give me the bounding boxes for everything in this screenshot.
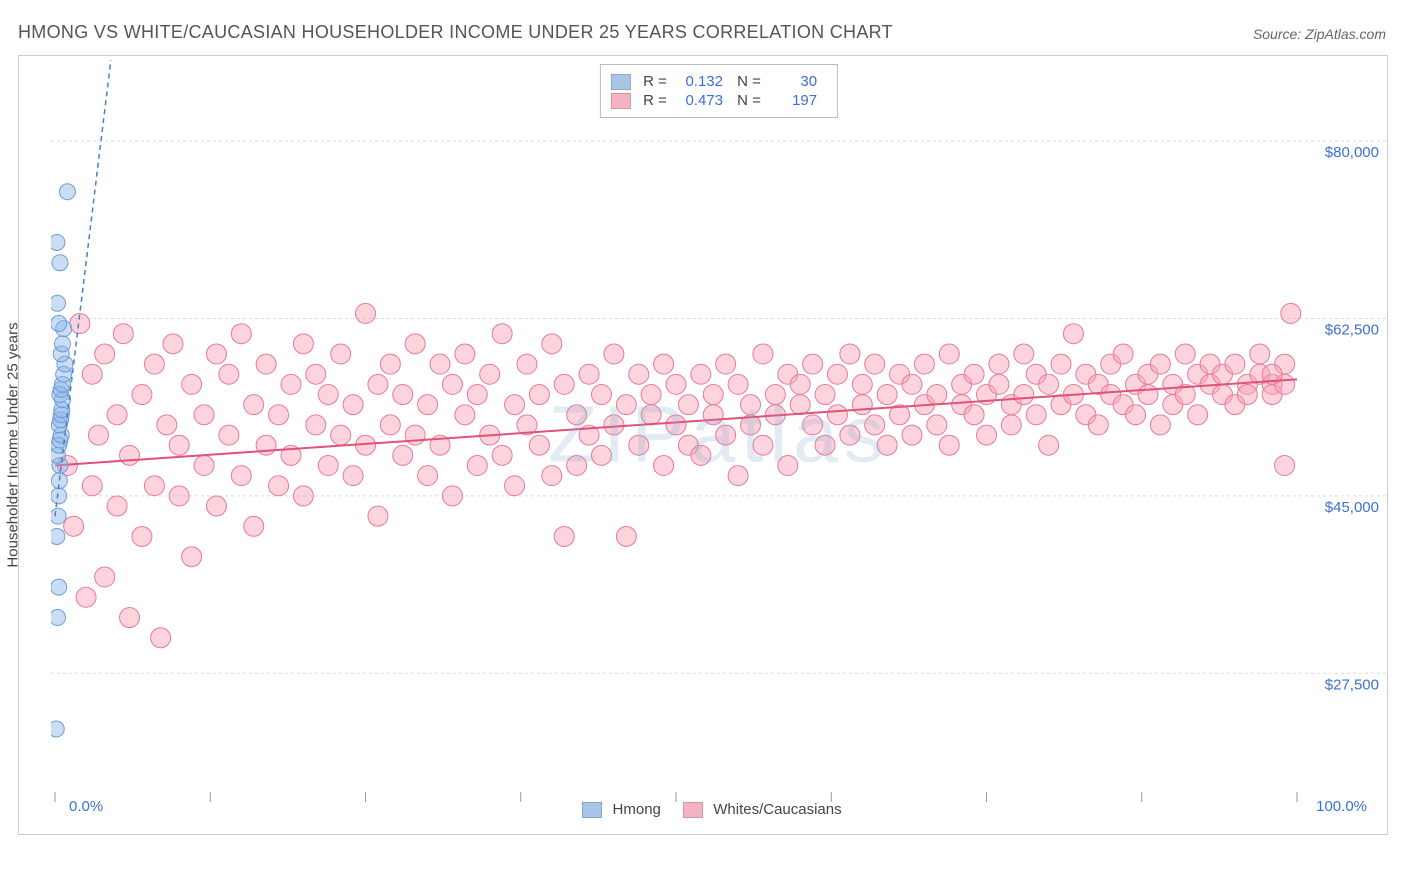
legend-swatch-whites — [683, 802, 703, 818]
y-axis-label: Householder Income Under 25 years — [5, 322, 22, 567]
r-label-2: R = — [643, 92, 667, 109]
plot-svg: $27,500 $45,000 $62,500 $80,000 — [51, 56, 1387, 804]
legend-label-whites: Whites/Caucasians — [713, 801, 841, 818]
legend-swatch-hmong — [582, 802, 602, 818]
r-value-1: 0.132 — [673, 73, 723, 90]
n-value-1: 30 — [767, 73, 817, 90]
legend-label-hmong: Hmong — [613, 801, 661, 818]
plot-area: $27,500$45,000$62,500$80,000 ZIPatlas R … — [51, 56, 1387, 804]
svg-text:$45,000: $45,000 — [1325, 499, 1379, 516]
correlation-legend: R = 0.132 N = 30 R = 0.473 N = 197 — [600, 64, 838, 118]
svg-text:$62,500: $62,500 — [1325, 321, 1379, 338]
legend-row-2: R = 0.473 N = 197 — [611, 92, 827, 109]
n-label-1: N = — [737, 73, 761, 90]
series-legend: Hmong Whites/Caucasians — [19, 801, 1387, 818]
svg-text:$27,500: $27,500 — [1325, 676, 1379, 693]
chart-frame: Householder Income Under 25 years $27,50… — [18, 55, 1388, 835]
chart-title: HMONG VS WHITE/CAUCASIAN HOUSEHOLDER INC… — [18, 22, 893, 43]
source-attribution: Source: ZipAtlas.com — [1253, 26, 1386, 42]
n-value-2: 197 — [767, 92, 817, 109]
svg-text:$80,000: $80,000 — [1325, 144, 1379, 161]
legend-row-1: R = 0.132 N = 30 — [611, 73, 827, 90]
n-label-2: N = — [737, 92, 761, 109]
legend-swatch-1 — [611, 74, 631, 90]
r-label-1: R = — [643, 73, 667, 90]
legend-swatch-2 — [611, 93, 631, 109]
chart-container: HMONG VS WHITE/CAUCASIAN HOUSEHOLDER INC… — [0, 0, 1406, 892]
r-value-2: 0.473 — [673, 92, 723, 109]
